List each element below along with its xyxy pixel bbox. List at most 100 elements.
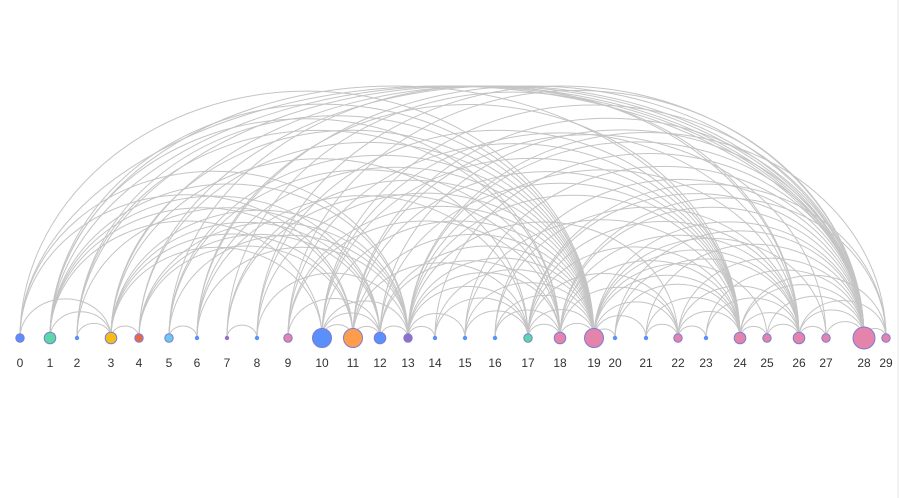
- node-12[interactable]: [373, 331, 387, 345]
- node-label-25: 25: [760, 356, 774, 370]
- edge-25-28: [766, 295, 865, 339]
- edge-7-18: [226, 194, 561, 339]
- edge-15-24: [464, 219, 741, 339]
- node-2[interactable]: [74, 335, 80, 341]
- edge-19-24: [593, 274, 741, 339]
- node-14[interactable]: [432, 335, 438, 341]
- edge-6-17: [196, 195, 529, 339]
- edge-15-28: [464, 165, 865, 339]
- edge-19-27: [593, 237, 827, 339]
- edge-22-24: [677, 310, 741, 339]
- node-17[interactable]: [523, 333, 533, 343]
- node-24[interactable]: [733, 331, 747, 345]
- edge-12-28: [379, 129, 865, 339]
- node-6[interactable]: [194, 335, 200, 341]
- node-4[interactable]: [134, 333, 144, 343]
- node-label-4: 4: [136, 356, 143, 370]
- edge-9-24: [287, 143, 741, 339]
- edge-17-19: [527, 309, 595, 339]
- node-27[interactable]: [821, 333, 831, 343]
- edge-13-26: [407, 169, 800, 339]
- node-3[interactable]: [104, 331, 118, 345]
- node-10[interactable]: [312, 328, 332, 348]
- edge-17-26: [527, 220, 800, 339]
- edge-16-18: [494, 309, 561, 339]
- node-13[interactable]: [403, 333, 413, 343]
- node-22[interactable]: [673, 333, 683, 343]
- node-label-19: 19: [587, 356, 601, 370]
- node-11[interactable]: [343, 328, 363, 348]
- node-label-3: 3: [108, 356, 115, 370]
- node-label-6: 6: [194, 356, 201, 370]
- edge-26-28: [798, 309, 865, 339]
- edge-9-12: [287, 297, 381, 339]
- node-18[interactable]: [553, 331, 567, 345]
- node-25[interactable]: [762, 333, 772, 343]
- edge-2-18: [76, 129, 561, 339]
- edge-14-28: [434, 153, 865, 339]
- label-layer: 0 1 2 3 4 5 6 7 8 9 10 11 12 13 14 15 16 17 18 19 20 21 22 23 24…: [17, 356, 893, 370]
- node-label-17: 17: [521, 356, 535, 370]
- edge-3-12: [110, 221, 381, 339]
- node-1[interactable]: [43, 331, 57, 345]
- edge-2-28: [76, 85, 865, 339]
- edge-8-19: [256, 192, 595, 339]
- edge-1-18: [49, 118, 561, 339]
- edge-11-19: [352, 233, 595, 339]
- edge-0-13: [19, 170, 409, 339]
- node-7[interactable]: [224, 335, 230, 341]
- node-21[interactable]: [643, 335, 649, 341]
- node-label-14: 14: [428, 356, 442, 370]
- edge-19-25: [593, 263, 768, 339]
- node-15[interactable]: [462, 335, 468, 341]
- edge-14-17: [434, 297, 529, 339]
- edge-11-24: [352, 171, 741, 339]
- node-16[interactable]: [492, 335, 498, 341]
- edge-2-19: [76, 115, 595, 339]
- node-layer: [15, 326, 891, 350]
- edge-9-28: [287, 89, 865, 339]
- node-0[interactable]: [15, 333, 25, 343]
- node-5[interactable]: [164, 333, 174, 343]
- edge-10-12: [321, 312, 381, 339]
- edge-14-19: [434, 269, 595, 339]
- node-label-29: 29: [879, 356, 893, 370]
- node-23[interactable]: [703, 335, 709, 341]
- edge-16-28: [494, 178, 865, 339]
- edge-22-26: [677, 285, 800, 339]
- edge-4-13: [138, 221, 409, 339]
- edge-1-13: [49, 183, 409, 339]
- edge-6-28: [196, 85, 865, 339]
- edge-10-19: [321, 220, 595, 339]
- edge-3-10: [110, 246, 323, 339]
- edge-17-28: [527, 193, 865, 339]
- edge-11-28: [352, 117, 865, 339]
- edge-19-28: [593, 221, 865, 339]
- edge-23-28: [705, 269, 865, 339]
- edge-1-11: [49, 207, 354, 339]
- node-19[interactable]: [584, 328, 604, 348]
- edge-24-29: [739, 274, 887, 339]
- node-label-27: 27: [819, 356, 833, 370]
- edge-12-18: [379, 260, 561, 339]
- edge-18-29: [559, 197, 887, 339]
- node-20[interactable]: [612, 335, 618, 341]
- node-29[interactable]: [881, 333, 891, 343]
- node-label-22: 22: [671, 356, 685, 370]
- edge-19-26: [593, 249, 800, 339]
- node-label-13: 13: [401, 356, 415, 370]
- edge-5-26: [168, 85, 800, 339]
- node-9[interactable]: [283, 333, 293, 343]
- edge-15-19: [464, 282, 595, 339]
- node-label-7: 7: [224, 356, 231, 370]
- node-28[interactable]: [852, 326, 876, 350]
- edge-24-26: [739, 312, 800, 339]
- node-26[interactable]: [792, 331, 806, 345]
- edge-23-26: [705, 297, 800, 339]
- edge-7-26: [226, 91, 800, 339]
- edge-layer: [19, 85, 887, 339]
- edge-21-22: [645, 323, 679, 339]
- edge-15-17: [464, 310, 529, 339]
- node-8[interactable]: [254, 335, 260, 341]
- edge-6-13: [196, 246, 409, 339]
